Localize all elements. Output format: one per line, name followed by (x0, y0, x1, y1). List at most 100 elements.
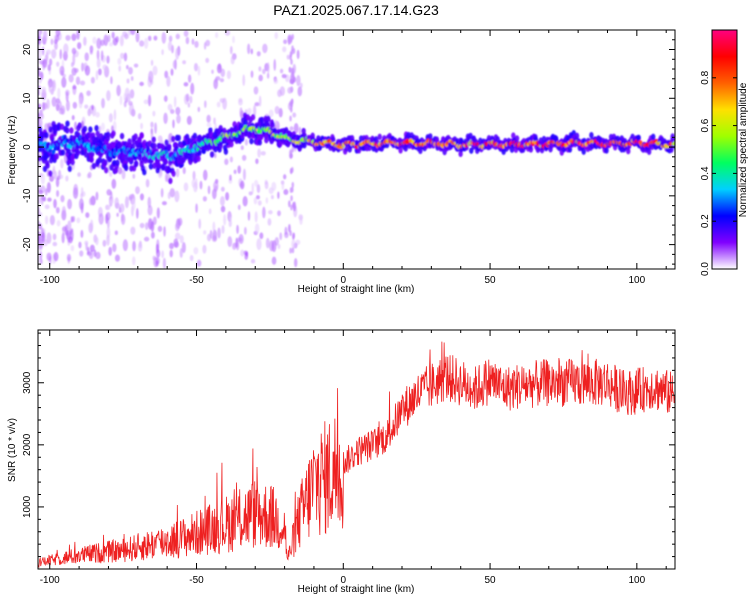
spectrogram-cell (291, 186, 294, 193)
spectrogram-cell (286, 54, 290, 60)
spectrogram-cell (38, 78, 42, 84)
spectrogram-cell (174, 190, 180, 203)
spectrogram-cell (151, 136, 156, 143)
spectrogram-cell (220, 205, 226, 213)
spectrogram-cell (224, 158, 229, 166)
spectrogram-cell (197, 260, 201, 267)
spectrogram-cell (206, 233, 212, 242)
spectrogram-cell (130, 226, 136, 235)
spectrogram-cell (279, 86, 286, 96)
spectrogram-cell (168, 35, 173, 42)
snr-y-tick-label: 2000 (22, 433, 33, 456)
spectrogram-cell (194, 40, 199, 48)
spectrogram-cell (123, 52, 128, 62)
spectrogram-cell (172, 119, 175, 129)
spectrogram-cell (48, 82, 52, 93)
spectrogram-cell (296, 75, 301, 87)
spectrogram-cell (220, 68, 226, 78)
spectrogram-cell (229, 141, 234, 148)
spectrogram-cell (156, 249, 161, 258)
spectrogram-cell (143, 99, 149, 105)
spectrogram-cell (83, 151, 89, 158)
spectrogram-cell (56, 220, 61, 227)
spectrogram-cell (219, 98, 225, 103)
spectrogram-cell (74, 68, 79, 73)
spectrogram-cell (135, 31, 140, 43)
spectrogram-cell (174, 232, 181, 240)
spectrogram-cell (125, 64, 129, 70)
spectrogram-cell (646, 148, 652, 155)
spectrogram-cell (238, 233, 244, 245)
spectrogram-cell (168, 177, 173, 185)
spectrogram-cell (651, 133, 656, 141)
spectrogram-cell (47, 64, 52, 72)
spectrogram-cell (205, 39, 211, 47)
spectrogram-cell (128, 103, 134, 116)
spectrogram-cell (289, 167, 293, 174)
spectrogram-cell (229, 174, 232, 181)
snr-x-tick-label: 0 (341, 575, 347, 586)
spectrogram-cell (60, 149, 66, 156)
spectrogram-cell (75, 149, 81, 156)
spectrogram-cell (111, 31, 115, 39)
spectrogram-cell (212, 221, 216, 233)
spectrogram-cell (87, 171, 92, 179)
spectrogram-cell (91, 104, 94, 111)
spectrogram-cell (167, 103, 173, 111)
spectrogram-cell (72, 101, 78, 109)
spectrogram-cell (142, 168, 147, 176)
spectrogram-cell (197, 106, 201, 113)
spectrogram-cell (161, 201, 167, 206)
spectrogram-cell (581, 148, 586, 155)
spectrogram-cell (166, 145, 172, 152)
spectrogram-cell (287, 34, 291, 46)
spectrogram-cell (198, 218, 202, 230)
spectrogram-cell (97, 68, 102, 76)
spectrogram-y-tick-label: -10 (22, 188, 33, 203)
spectrogram-cell (160, 187, 164, 198)
spectrogram-cell (73, 183, 79, 196)
spectrogram-cell (115, 36, 119, 43)
spectrogram-cell (206, 114, 211, 123)
spectrogram-cell (237, 165, 241, 174)
spectrogram-cell (114, 197, 119, 209)
spectrogram-cell (147, 205, 153, 216)
spectrogram-cell (283, 39, 288, 45)
spectrogram-cell (242, 168, 246, 181)
spectrogram-cell (53, 251, 59, 262)
spectrogram-cell (240, 145, 244, 150)
spectrogram-cell (202, 244, 207, 254)
spectrogram-cell (203, 100, 207, 108)
colorbar-tick-label: 0.8 (700, 70, 711, 84)
spectrogram-cell (140, 122, 143, 130)
spectrogram-cell (84, 65, 91, 76)
spectrogram-cell (118, 65, 122, 72)
colorbar-ticks: 0.0 0.2 0.4 0.6 0.8 (700, 70, 737, 276)
spectrogram-cell (574, 132, 580, 140)
spectrogram-cell (64, 127, 70, 134)
spectrogram-cell (290, 204, 293, 211)
spectrogram-cell (70, 245, 75, 252)
spectrogram-cell (240, 249, 245, 257)
spectrogram-cell (45, 215, 49, 225)
spectrogram-cell (119, 95, 123, 106)
spectrogram-cell (209, 151, 215, 158)
spectrogram-cell (250, 113, 256, 121)
spectrogram-cell (253, 86, 259, 95)
spectrogram-cell (232, 35, 235, 44)
spectrogram-cell (108, 113, 113, 123)
spectrogram-cell (139, 193, 145, 201)
spectrogram-cell (84, 52, 89, 62)
spectrogram-cell (67, 220, 72, 231)
spectrogram-cell (90, 219, 94, 232)
spectrogram-cell (242, 74, 246, 87)
colorbar-tick-label: 0.0 (700, 262, 711, 276)
spectrogram-cell (182, 60, 187, 65)
spectrogram-cell (279, 232, 283, 241)
spectrogram-cell (190, 82, 195, 95)
spectrogram-cell (101, 98, 105, 109)
spectrogram-cell (170, 109, 175, 115)
spectrogram-cell (150, 59, 154, 66)
spectrogram-cell (78, 241, 82, 249)
spectrogram-cell (259, 116, 265, 124)
